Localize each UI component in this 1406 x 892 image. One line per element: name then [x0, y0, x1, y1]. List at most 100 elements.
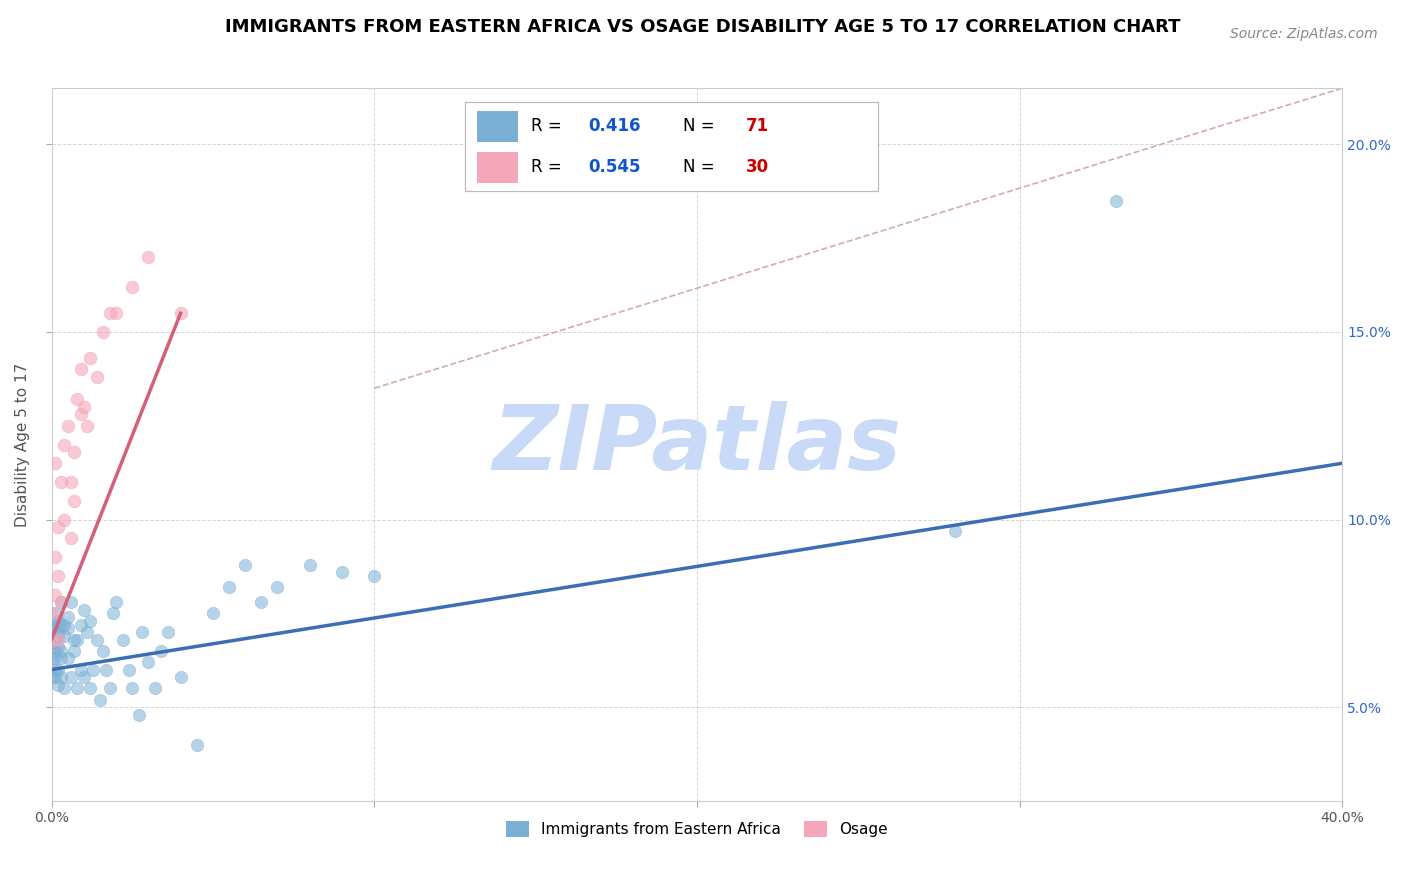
Point: [46, 625, 69, 640]
Y-axis label: Disability Age 5 to 17: Disability Age 5 to 17: [15, 362, 30, 526]
Point: [46, 520, 69, 534]
Point: [73, 400, 96, 414]
Point: [41, 607, 63, 621]
Point: [136, 655, 159, 669]
Point: [41, 670, 63, 684]
Point: [56, 418, 79, 433]
Point: [59, 531, 82, 545]
Point: [56, 651, 79, 665]
Point: [41, 632, 63, 647]
Point: [51, 595, 73, 609]
Point: [46, 629, 69, 643]
Point: [63, 644, 86, 658]
Point: [66, 632, 89, 647]
Point: [131, 625, 153, 640]
Point: [59, 670, 82, 684]
Point: [128, 707, 150, 722]
Point: [69, 617, 91, 632]
Point: [105, 306, 128, 320]
Point: [96, 663, 118, 677]
Point: [46, 640, 69, 654]
Point: [363, 569, 385, 583]
Point: [266, 580, 288, 594]
Point: [53, 437, 76, 451]
Point: [82, 663, 104, 677]
Point: [44, 663, 66, 677]
Point: [59, 475, 82, 489]
Point: [218, 580, 240, 594]
Point: [51, 651, 73, 665]
Point: [136, 250, 159, 264]
Point: [169, 670, 191, 684]
Point: [76, 418, 98, 433]
Point: [1105, 194, 1128, 208]
Text: IMMIGRANTS FROM EASTERN AFRICA VS OSAGE DISABILITY AGE 5 TO 17 CORRELATION CHART: IMMIGRANTS FROM EASTERN AFRICA VS OSAGE …: [225, 18, 1181, 36]
Point: [86, 632, 108, 647]
Point: [56, 621, 79, 635]
Point: [298, 558, 321, 572]
Point: [44, 670, 66, 684]
Point: [156, 625, 179, 640]
Point: [56, 610, 79, 624]
Point: [51, 595, 73, 609]
Point: [44, 588, 66, 602]
Point: [233, 558, 256, 572]
Point: [250, 595, 273, 609]
Point: [59, 595, 82, 609]
Point: [111, 632, 134, 647]
Point: [63, 493, 86, 508]
Point: [118, 663, 141, 677]
Legend: Immigrants from Eastern Africa, Osage: Immigrants from Eastern Africa, Osage: [501, 815, 894, 843]
Point: [98, 306, 121, 320]
Point: [91, 644, 114, 658]
Point: [51, 670, 73, 684]
Point: [41, 625, 63, 640]
Point: [66, 681, 89, 696]
Text: ZIPatlas: ZIPatlas: [492, 401, 901, 489]
Point: [105, 595, 128, 609]
Point: [46, 569, 69, 583]
Point: [201, 607, 224, 621]
Point: [63, 632, 86, 647]
Point: [41, 651, 63, 665]
Point: [79, 681, 101, 696]
Point: [44, 644, 66, 658]
Point: [69, 408, 91, 422]
Point: [41, 617, 63, 632]
Point: [46, 677, 69, 691]
Point: [53, 629, 76, 643]
Point: [186, 738, 208, 752]
Point: [121, 681, 143, 696]
Point: [69, 663, 91, 677]
Point: [63, 445, 86, 459]
Point: [79, 351, 101, 366]
Point: [44, 607, 66, 621]
Point: [51, 644, 73, 658]
Point: [143, 681, 166, 696]
Point: [169, 306, 191, 320]
Point: [46, 632, 69, 647]
Point: [51, 475, 73, 489]
Point: [69, 362, 91, 376]
Point: [53, 617, 76, 632]
Point: [330, 565, 353, 579]
Point: [79, 614, 101, 628]
Point: [66, 392, 89, 407]
Point: [73, 602, 96, 616]
Point: [91, 325, 114, 339]
Point: [44, 456, 66, 470]
Point: [98, 681, 121, 696]
Point: [41, 636, 63, 650]
Point: [76, 625, 98, 640]
Point: [53, 512, 76, 526]
Point: [53, 681, 76, 696]
Point: [150, 644, 173, 658]
Point: [89, 692, 111, 706]
Text: Source: ZipAtlas.com: Source: ZipAtlas.com: [1230, 27, 1378, 41]
Point: [73, 670, 96, 684]
Point: [51, 617, 73, 632]
Point: [46, 614, 69, 628]
Point: [121, 280, 143, 294]
Point: [44, 617, 66, 632]
Point: [86, 370, 108, 384]
